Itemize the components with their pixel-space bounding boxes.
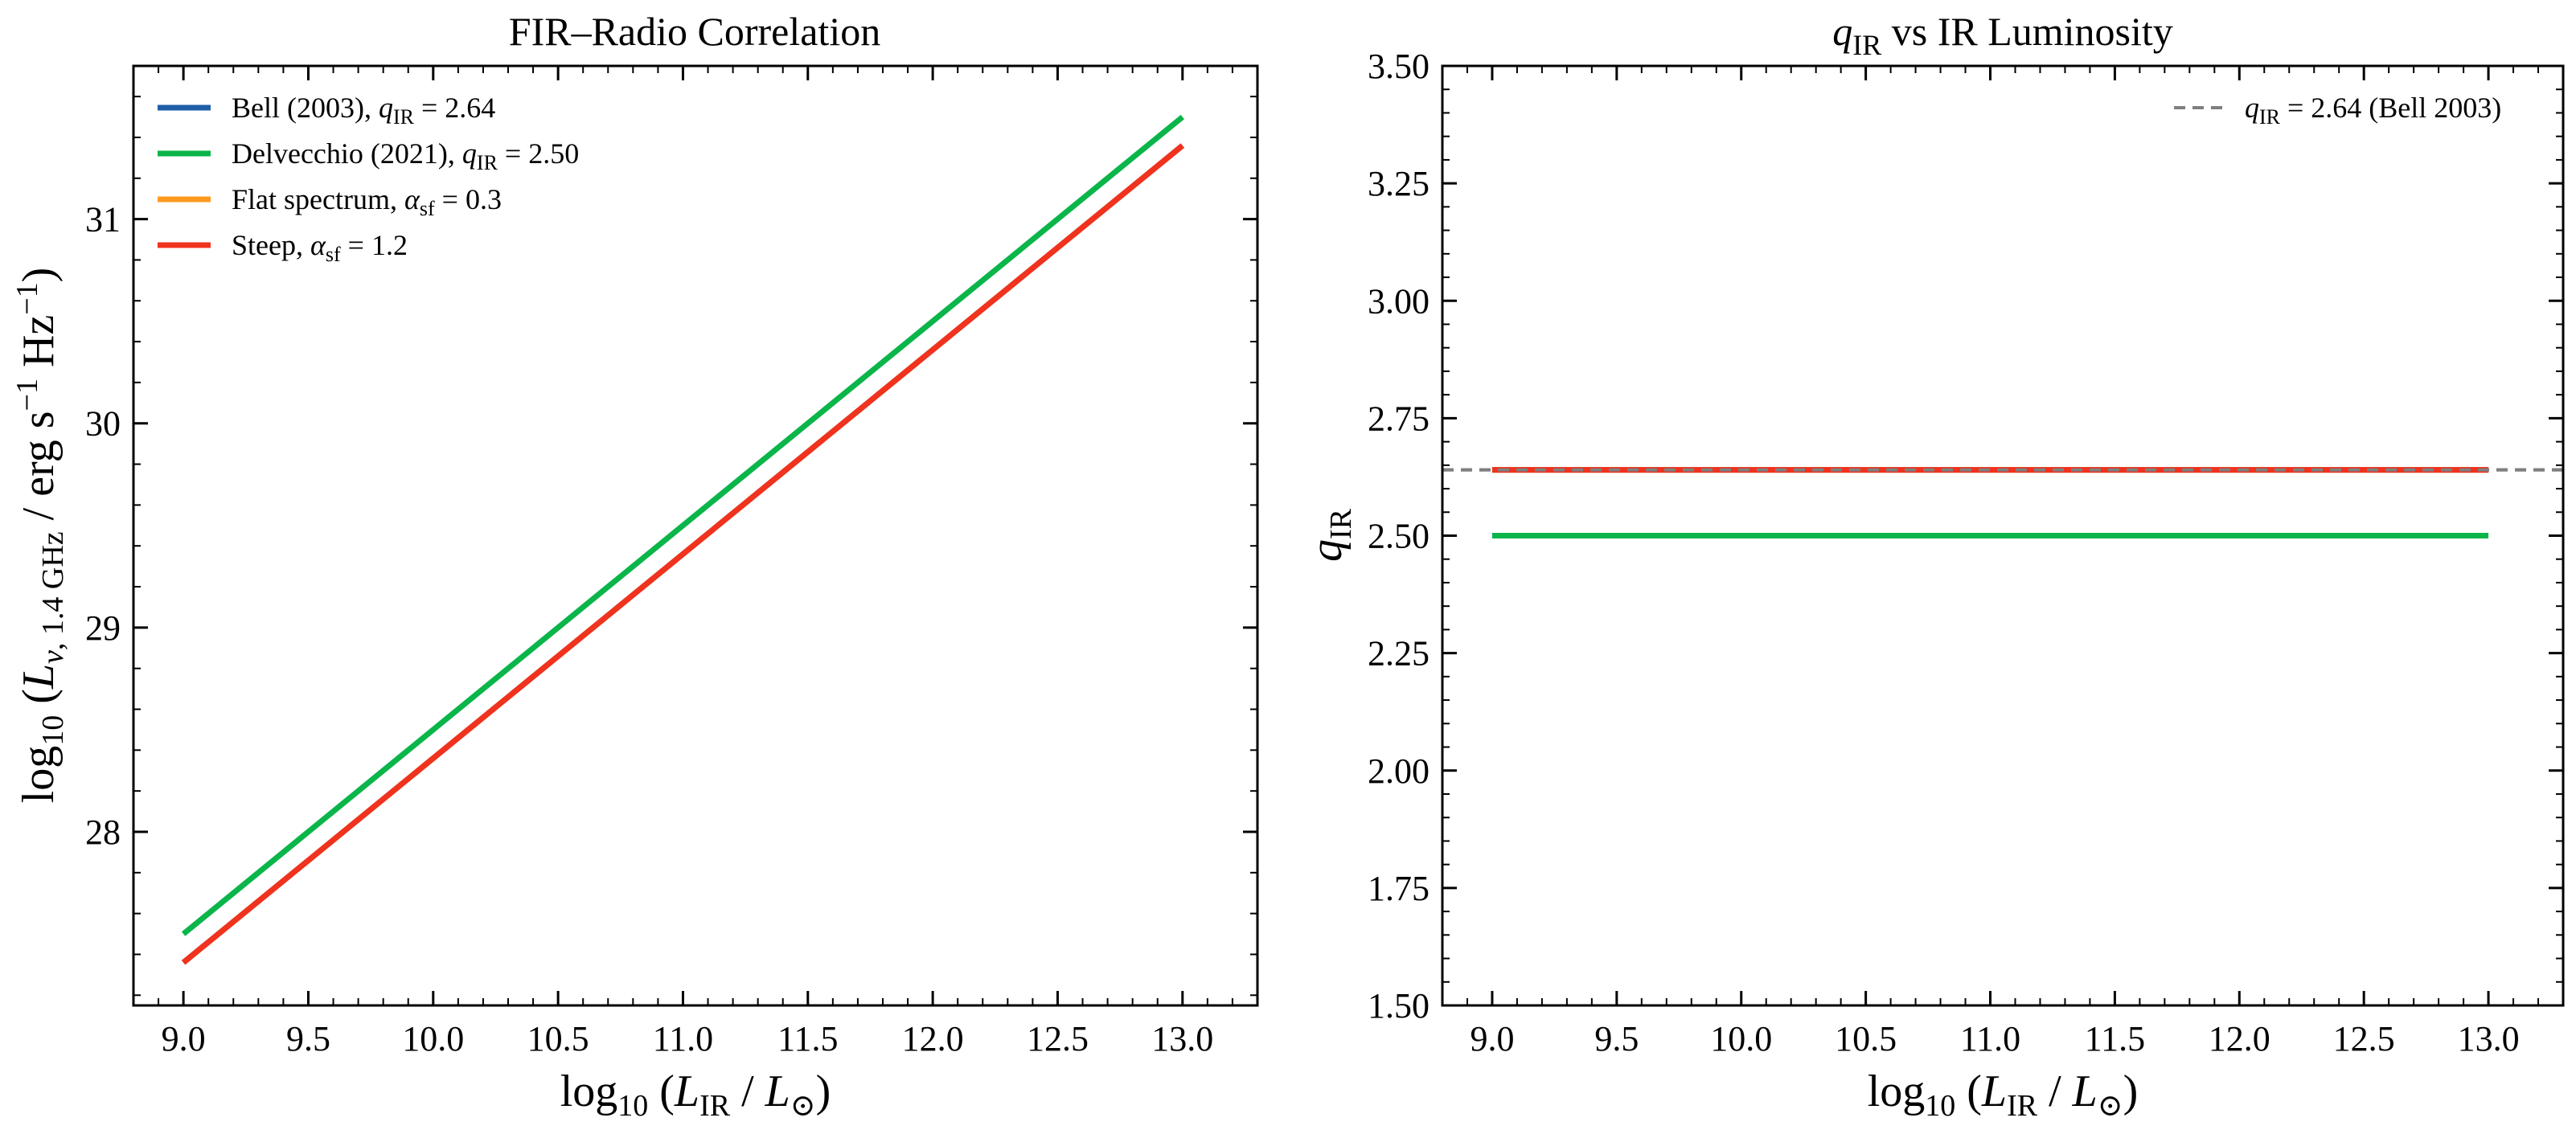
qir-panel: qIR vs IR Luminosity 9.0 9.5 10.0 10.5 11.0 1…: [1302, 9, 2565, 1123]
legend-entry-reference: qIR = 2.64 (Bell 2003): [2174, 92, 2501, 129]
x-tick-label: 10.0: [1710, 1019, 1772, 1058]
y-tick-label: 31: [85, 200, 121, 240]
y-tick-label: 3.00: [1368, 281, 1430, 321]
x-tick-label: 10.5: [527, 1019, 589, 1058]
x-tick-label: 10.5: [1835, 1019, 1897, 1058]
x-tick-label: 10.0: [402, 1019, 464, 1058]
svg-text:Bell (2003), qIR = 2.64: Bell (2003), qIR = 2.64: [232, 92, 495, 129]
x-tick-label: 9.5: [1594, 1019, 1639, 1058]
chart-title: FIR–Radio Correlation: [509, 9, 880, 54]
legend-entry-flat: Flat spectrum, αsf = 0.3: [158, 183, 502, 220]
x-axis-ticks: 9.0 9.5 10.0 10.5 11.0 11.5 12.0 12.5 13.0: [133, 66, 1258, 1058]
x-tick-label: 11.0: [1960, 1019, 2020, 1058]
x-tick-label: 11.5: [2085, 1019, 2145, 1058]
y-tick-label: 3.25: [1368, 164, 1430, 203]
legend-entry-steep: Steep, αsf = 1.2: [158, 229, 408, 266]
y-axis-ticks: 28 29 30 31: [85, 96, 1257, 997]
y-tick-label: 30: [85, 404, 121, 444]
x-tick-label: 9.5: [286, 1019, 330, 1058]
y-tick-label: 2.25: [1368, 634, 1430, 673]
legend-entry-delvecchio: Delvecchio (2021), qIR = 2.50: [158, 137, 579, 174]
x-tick-label: 13.0: [2458, 1019, 2520, 1058]
x-tick-label: 11.0: [653, 1019, 713, 1058]
legend-entry-bell: Bell (2003), qIR = 2.64: [158, 92, 495, 129]
x-axis-ticks: 9.0 9.5 10.0 10.5 11.0 11.5 12.0 12.5 13.0: [1442, 66, 2564, 1058]
series-lines: [1442, 467, 2563, 538]
x-tick-label: 12.0: [902, 1019, 964, 1058]
x-axis-label: log10 (LIR / L⊙): [560, 1067, 831, 1123]
x-tick-label: 12.5: [2333, 1019, 2395, 1058]
chart-title: qIR vs IR Luminosity: [1832, 9, 2173, 61]
svg-text:qIR = 2.64 (Bell 2003): qIR = 2.64 (Bell 2003): [2245, 92, 2501, 129]
svg-text:Steep, αsf = 1.2: Steep, αsf = 1.2: [232, 229, 408, 266]
y-tick-label: 3.50: [1368, 47, 1430, 86]
y-tick-label: 2.75: [1368, 399, 1430, 438]
x-tick-label: 11.5: [777, 1019, 838, 1058]
y-tick-label: 28: [85, 813, 121, 852]
y-tick-label: 1.75: [1368, 869, 1430, 908]
series-line-1: [181, 114, 1185, 936]
fir-radio-panel: FIR–Radio Correlation 9.0 9.5 10.0 10.5 11.0…: [10, 9, 1259, 1123]
legend: Bell (2003), qIR = 2.64 Delvecchio (2021…: [158, 92, 579, 266]
y-tick-label: 1.50: [1368, 986, 1430, 1026]
x-tick-label: 12.0: [2209, 1019, 2270, 1058]
y-tick-label: 2.00: [1368, 751, 1430, 791]
svg-text:Flat spectrum, αsf = 0.3: Flat spectrum, αsf = 0.3: [232, 183, 502, 220]
axes-frame: [132, 64, 1259, 1007]
y-tick-label: 2.50: [1368, 517, 1430, 556]
x-tick-label: 9.0: [162, 1019, 206, 1058]
x-tick-label: 12.5: [1027, 1019, 1089, 1058]
x-axis-label: log10 (LIR / L⊙): [1868, 1067, 2139, 1123]
series-lines: [181, 114, 1185, 965]
x-tick-label: 9.0: [1470, 1019, 1514, 1058]
svg-text:Delvecchio (2021), qIR = 2.50: Delvecchio (2021), qIR = 2.50: [232, 137, 579, 174]
y-axis-label: qIR: [1302, 508, 1358, 562]
y-tick-label: 29: [85, 608, 121, 648]
series-line-3: [181, 143, 1185, 965]
legend: qIR = 2.64 (Bell 2003): [2174, 92, 2501, 129]
x-tick-label: 13.0: [1151, 1019, 1213, 1058]
axes-frame: [1441, 64, 2565, 1007]
